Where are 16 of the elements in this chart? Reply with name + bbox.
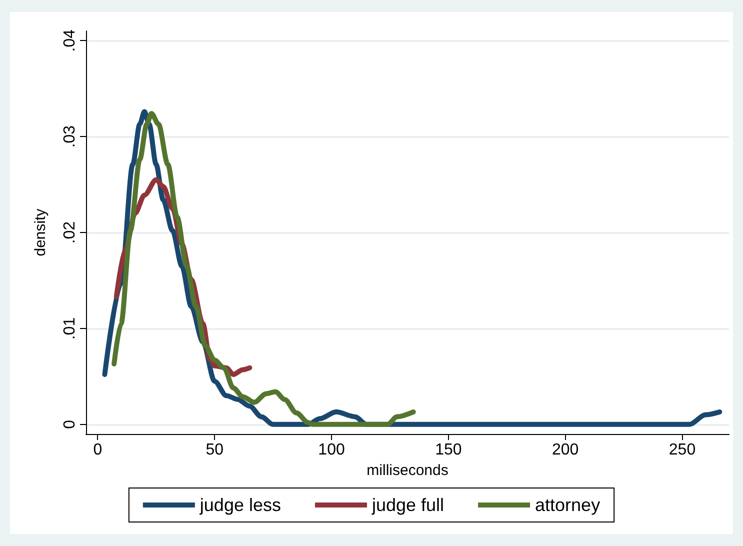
legend-label: judge full <box>370 495 444 515</box>
y-axis-title: density <box>32 208 49 256</box>
y-tick-label: 0 <box>62 420 78 429</box>
legend-label: attorney <box>535 495 600 515</box>
legend-label: judge less <box>198 495 281 515</box>
x-tick-label: 250 <box>668 442 696 458</box>
y-tick-label: .03 <box>62 125 78 148</box>
x-tick-label: 100 <box>318 442 345 458</box>
y-tick-label: .01 <box>62 317 78 340</box>
y-tick-label: .04 <box>62 29 78 52</box>
y-tick-label: .02 <box>62 221 78 244</box>
x-tick-label: 50 <box>206 442 224 458</box>
x-tick-label: 0 <box>93 442 102 458</box>
x-tick-label: 150 <box>435 442 462 458</box>
x-axis-title: milliseconds <box>366 462 448 479</box>
x-tick-label: 200 <box>552 442 579 458</box>
